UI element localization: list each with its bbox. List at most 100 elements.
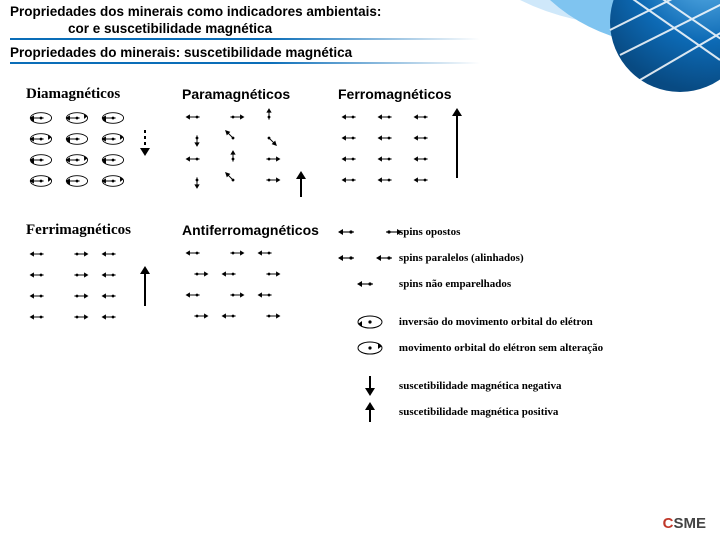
footer-logo: CSME: [663, 515, 706, 532]
panel-title: Diamagnéticos: [26, 86, 120, 103]
panel-antiferromagneticos: Antiferromagnéticos: [182, 222, 319, 325]
legend-row: spins não emparelhados: [349, 274, 603, 294]
spin-icon: [338, 150, 368, 168]
spin-icon: [218, 244, 248, 262]
spin-grid: [26, 245, 128, 326]
spin-icon: [62, 109, 92, 127]
panel-ferromagneticos: Ferromagnéticos: [338, 86, 464, 202]
spin-icon: [26, 287, 56, 305]
spin-icon: [338, 171, 368, 189]
net-moment-arrow: [138, 109, 152, 161]
spin-row: [26, 308, 128, 326]
spin-grid: [182, 108, 284, 189]
spin-row: [338, 129, 440, 147]
spin-row: [182, 307, 284, 325]
spin-row: [182, 150, 284, 168]
spin-icon: [26, 109, 56, 127]
header: Propriedades dos minerais como indicador…: [0, 0, 720, 45]
spin-icon: [62, 308, 92, 326]
spin-icon: [62, 287, 92, 305]
spin-icon: [410, 150, 440, 168]
legend: spins opostosspins paralelos (alinhados)…: [349, 222, 603, 422]
spin-row: [182, 244, 284, 262]
legend-icon: [349, 222, 391, 242]
legend-icon: [349, 338, 391, 358]
page-title-line2: cor e suscetibilidade magnética: [10, 21, 710, 36]
panel-title: Antiferromagnéticos: [182, 222, 319, 238]
spin-icon: [182, 265, 212, 283]
panel-title: Ferromagnéticos: [338, 86, 452, 102]
spin-icon: [98, 109, 128, 127]
spin-icon: [62, 172, 92, 190]
spin-icon: [254, 129, 284, 147]
spin-icon: [98, 172, 128, 190]
spin-icon: [98, 130, 128, 148]
panel-row-2: Ferrimagnéticos Antiferromagnéticos spin…: [26, 222, 710, 422]
spin-icon: [26, 308, 56, 326]
spin-icon: [26, 266, 56, 284]
legend-row: suscetibilidade magnética positiva: [349, 402, 603, 422]
panel-ferrimagneticos: Ferrimagnéticos: [26, 222, 152, 326]
spin-icon: [218, 307, 248, 325]
panel-paramagneticos: Paramagnéticos: [182, 86, 308, 202]
legend-icon: [349, 376, 391, 396]
legend-row: suscetibilidade magnética negativa: [349, 376, 603, 396]
spin-icon: [254, 286, 284, 304]
spin-icon: [182, 150, 212, 168]
spin-row: [182, 171, 284, 189]
spin-icon: [62, 266, 92, 284]
spin-icon: [254, 307, 284, 325]
spin-icon: [26, 245, 56, 263]
spin-icon: [26, 172, 56, 190]
spin-row: [26, 172, 128, 190]
spin-icon: [374, 171, 404, 189]
legend-text: suscetibilidade magnética negativa: [399, 380, 562, 392]
subtitle-underline: [10, 62, 480, 64]
spin-row: [182, 108, 284, 126]
spin-row: [338, 171, 440, 189]
legend-text: movimento orbital do elétron sem alteraç…: [399, 342, 603, 354]
legend-icon: [349, 402, 391, 422]
legend-text: spins paralelos (alinhados): [399, 252, 524, 264]
spin-row: [338, 108, 440, 126]
spin-icon: [26, 130, 56, 148]
legend-row: spins paralelos (alinhados): [349, 248, 603, 268]
spin-row: [26, 130, 128, 148]
spin-icon: [182, 307, 212, 325]
spin-row: [26, 245, 128, 263]
spin-row: [26, 109, 128, 127]
spin-icon: [218, 265, 248, 283]
spin-icon: [218, 108, 248, 126]
spin-icon: [410, 129, 440, 147]
spin-icon: [98, 308, 128, 326]
page-title-line1: Propriedades dos minerais como indicador…: [10, 4, 710, 21]
net-moment-arrow: [450, 108, 464, 183]
logo-letters-sme: SME: [673, 515, 706, 532]
spin-row: [182, 265, 284, 283]
panel-row-1: Diamagnéticos Paramagnéticos Ferromagnét…: [26, 86, 710, 202]
spin-icon: [218, 286, 248, 304]
spin-icon: [98, 151, 128, 169]
spin-icon: [218, 129, 248, 147]
spin-icon: [26, 151, 56, 169]
title-underline: [10, 38, 480, 40]
spin-icon: [98, 266, 128, 284]
spin-icon: [410, 108, 440, 126]
legend-row: inversão do movimento orbital do elétron: [349, 312, 603, 332]
legend-text: spins não emparelhados: [399, 278, 511, 290]
legend-text: inversão do movimento orbital do elétron: [399, 316, 593, 328]
diagram-area: Diamagnéticos Paramagnéticos Ferromagnét…: [0, 74, 720, 422]
net-moment-arrow: [294, 108, 308, 202]
spin-icon: [62, 151, 92, 169]
spin-icon: [98, 287, 128, 305]
spin-row: [26, 151, 128, 169]
spin-icon: [374, 108, 404, 126]
spin-row: [182, 286, 284, 304]
panel-title: Ferrimagnéticos: [26, 222, 131, 239]
spin-grid: [26, 109, 128, 190]
spin-icon: [182, 129, 212, 147]
legend-icon: [349, 274, 391, 294]
spin-icon: [254, 265, 284, 283]
spin-icon: [410, 171, 440, 189]
panel-diamagneticos: Diamagnéticos: [26, 86, 152, 202]
